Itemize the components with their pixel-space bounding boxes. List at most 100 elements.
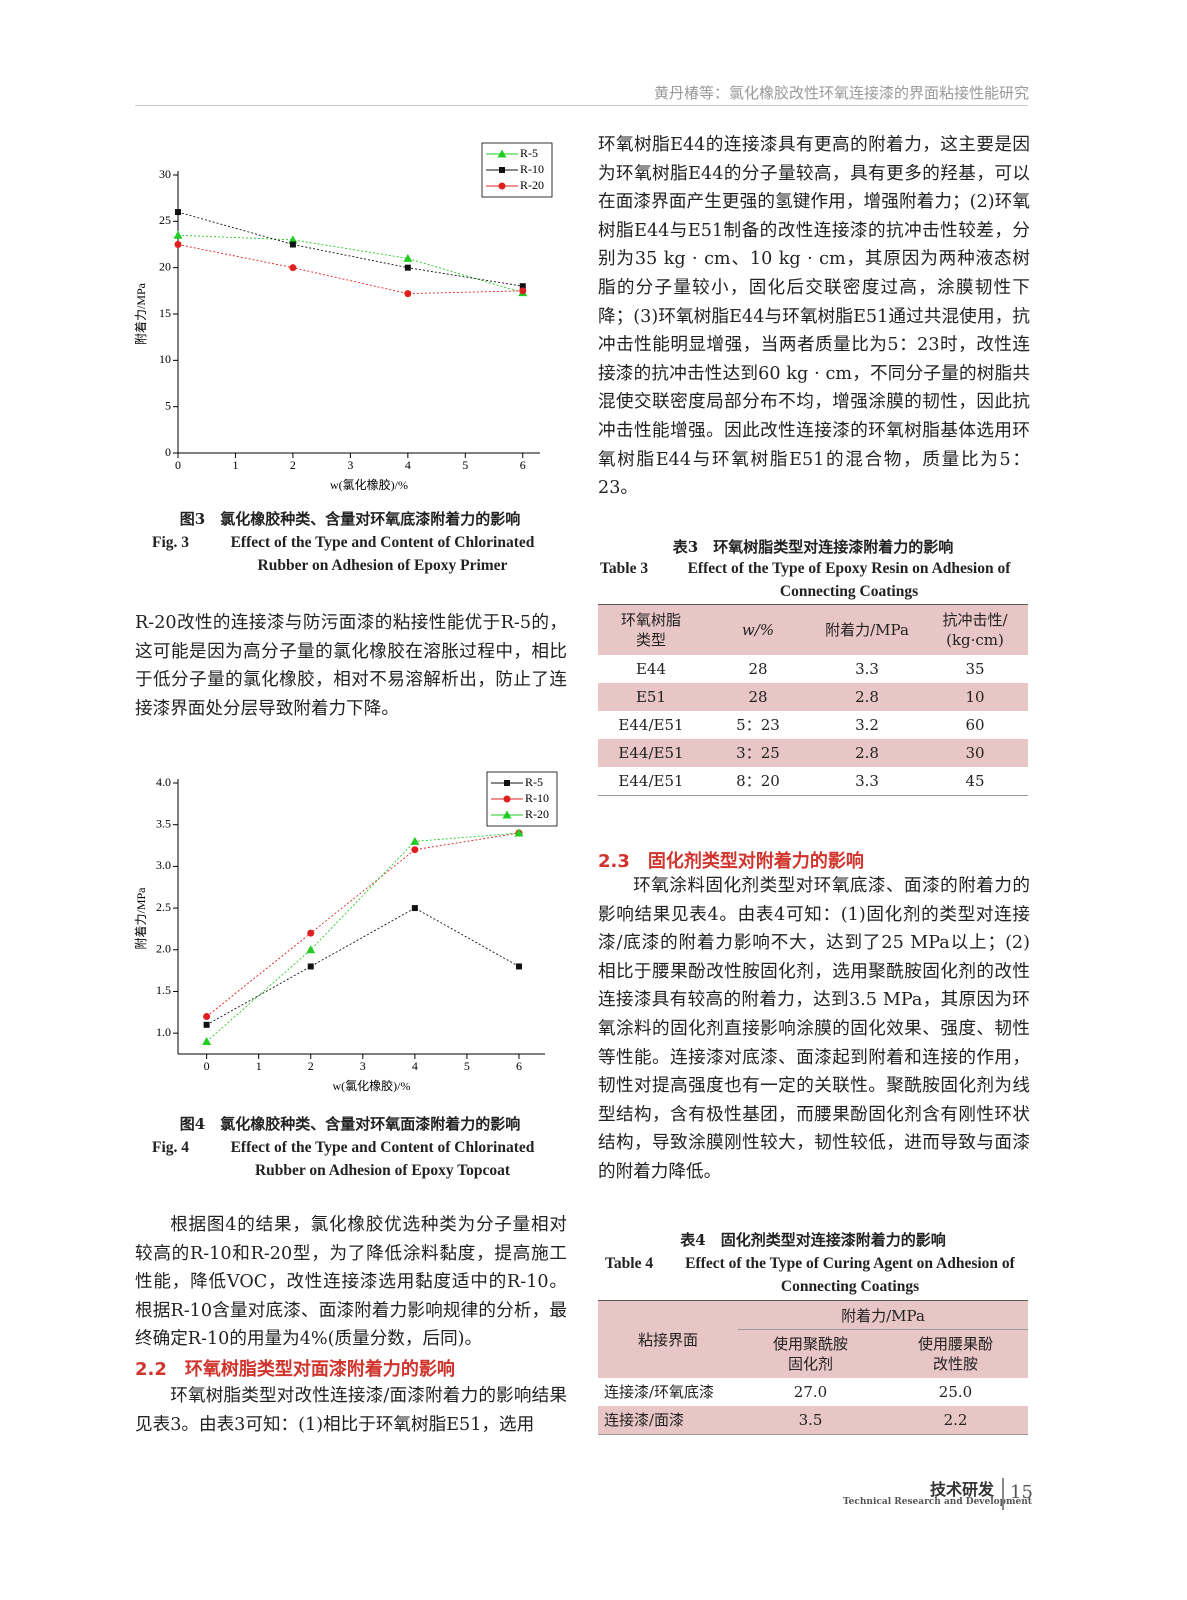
cell: 2.2 xyxy=(943,1410,968,1429)
x-tick-label: 0 xyxy=(204,1059,210,1073)
cell: 2.8 xyxy=(855,743,879,762)
marker xyxy=(411,905,418,912)
x-tick-label: 5 xyxy=(462,458,468,472)
marker xyxy=(403,253,413,262)
cell: 28 xyxy=(748,687,768,706)
cell: 35 xyxy=(965,659,985,678)
x-tick-label: 3 xyxy=(360,1059,366,1073)
y-tick-label: 3.5 xyxy=(156,816,171,830)
header-cell: 附着力/MPa xyxy=(825,621,909,640)
table-title-cn: 表4 固化剂类型对连接漆附着力的影响 xyxy=(680,1231,946,1249)
figure-caption-cn: 图3 氯化橡胶种类、含量对环氧底漆附着力的影响 xyxy=(179,510,521,528)
x-tick-label: 2 xyxy=(290,458,296,472)
table-title-en: Table 4 Effect of the Type of Curing Agen… xyxy=(605,1252,1025,1298)
paragraph: 环氧涂料固化剂类型对环氧底漆、面漆的附着力的影响结果见表4。由表4可知：(1)固… xyxy=(598,876,1030,1182)
legend-label: R-5 xyxy=(525,775,543,789)
paragraph: 环氧树脂类型对改性连接漆/面漆附着力的影响结果见表3。由表3可知：(1)相比于环… xyxy=(135,1386,567,1435)
x-tick-label: 1 xyxy=(256,1059,262,1073)
y-tick-label: 3.0 xyxy=(156,858,171,872)
marker xyxy=(497,149,507,158)
cell: 27.0 xyxy=(793,1382,828,1401)
title-label: Table 4 xyxy=(605,1255,654,1272)
series-line xyxy=(206,907,520,1026)
title-text: Effect of the Type of Curing Agent on Ad… xyxy=(685,1255,1015,1295)
cell: E44/E51 xyxy=(618,771,684,790)
marker xyxy=(307,963,314,970)
header-cell: 使用腰果酚 改性胺 xyxy=(917,1334,993,1373)
marker xyxy=(411,846,419,854)
caption-text: Effect of the Type and Content of Chlori… xyxy=(230,1139,535,1179)
marker xyxy=(503,795,511,803)
header-rule xyxy=(135,105,1028,106)
legend-label: R-5 xyxy=(520,146,538,160)
y-tick-label: 30 xyxy=(159,167,171,181)
table-title-en: Table 3 Effect of the Type of Epoxy Resin… xyxy=(600,557,1028,603)
marker xyxy=(519,283,526,290)
section-number: 2.3 xyxy=(598,851,630,872)
marker xyxy=(174,241,182,248)
figure-caption-en: Fig. 4 Effect of the Type and Content of … xyxy=(152,1136,555,1182)
series-line xyxy=(206,832,520,1042)
figure-caption-cn: 图4 氯化橡胶种类、含量对环氧面漆附着力的影响 xyxy=(179,1115,521,1133)
cell: 3.5 xyxy=(798,1410,823,1429)
x-tick-label: 6 xyxy=(516,1059,522,1073)
marker xyxy=(306,945,316,954)
marker xyxy=(502,810,512,819)
cell: E44/E51 xyxy=(618,715,684,734)
running-title: 黄丹椿等：氯化橡胶改性环氧连接漆的界面粘接性能研究 xyxy=(653,84,1029,102)
marker xyxy=(499,167,505,173)
cell: E44 xyxy=(635,659,667,678)
cell: 8：20 xyxy=(736,772,780,790)
cell: 45 xyxy=(965,771,985,790)
cell: 30 xyxy=(965,743,985,762)
series-line xyxy=(177,244,523,295)
cell: 连接漆/环氧底漆 xyxy=(604,1383,715,1401)
y-tick-label: 2.5 xyxy=(156,900,171,914)
marker xyxy=(404,290,412,298)
y-tick-label: 1.5 xyxy=(156,983,171,997)
paragraph: 环氧树脂E44的连接漆具有更高的附着力，这主要是因为环氧树脂E44的分子量较高，… xyxy=(598,135,1030,499)
marker xyxy=(404,264,411,271)
footer-section: 技术研发 xyxy=(930,1480,995,1499)
cell: 3.3 xyxy=(855,659,879,678)
header-cell: w/% xyxy=(741,620,775,639)
caption-text: Effect of the Type and Content of Chlori… xyxy=(230,534,535,574)
marker xyxy=(504,780,510,786)
paragraph: R-20改性的连接漆与防污面漆的粘接性能优于R-5的，这可能是因为高分子量的氯化… xyxy=(135,613,567,719)
marker xyxy=(288,235,298,244)
marker xyxy=(173,230,183,239)
cell: 3.3 xyxy=(855,771,879,790)
caption-label: Fig. 4 xyxy=(152,1139,190,1156)
marker xyxy=(307,929,315,937)
cell: 3：25 xyxy=(736,744,780,762)
marker xyxy=(175,209,181,216)
footer-rule xyxy=(1002,1478,1004,1510)
y-axis-label: 附着力/MPa xyxy=(133,282,148,345)
y-tick-label: 25 xyxy=(159,213,171,227)
x-tick-label: 3 xyxy=(347,458,353,472)
series-line xyxy=(177,234,523,294)
y-tick-label: 15 xyxy=(159,306,171,320)
cell: E44/E51 xyxy=(618,743,684,762)
title-text: Effect of the Type of Epoxy Resin on Adh… xyxy=(687,560,1011,600)
cell: 60 xyxy=(965,715,985,734)
y-axis-label: 附着力/MPa xyxy=(133,887,148,950)
footer-section-en: Technical Research and Development xyxy=(843,1497,1032,1507)
x-tick-label: 1 xyxy=(232,458,238,472)
legend-label: R-20 xyxy=(520,178,544,192)
x-tick-label: 5 xyxy=(464,1059,470,1073)
x-tick-label: 2 xyxy=(308,1059,314,1073)
x-tick-label: 4 xyxy=(405,458,411,472)
marker xyxy=(514,828,524,837)
y-tick-label: 5 xyxy=(165,398,171,412)
y-tick-label: 2.0 xyxy=(156,942,171,956)
table: 环氧树脂 类型 w/% 附着力/MPa 抗冲击性/ (kg·cm) E44 28 3.3 3… xyxy=(598,604,1028,796)
cell: 3.2 xyxy=(855,715,879,734)
section-heading: 2.2 环氧树脂类型对面漆附着力的影响 xyxy=(135,1355,455,1381)
cell: 25.0 xyxy=(938,1382,973,1401)
table-title-cn: 表3 环氧树脂类型对连接漆附着力的影响 xyxy=(672,538,954,556)
y-tick-label: 1.0 xyxy=(156,1025,171,1039)
paragraph: 根据图4的结果，氯化橡胶优选种类为分子量相对较高的R-10和R-20型，为了降低… xyxy=(135,1215,567,1350)
